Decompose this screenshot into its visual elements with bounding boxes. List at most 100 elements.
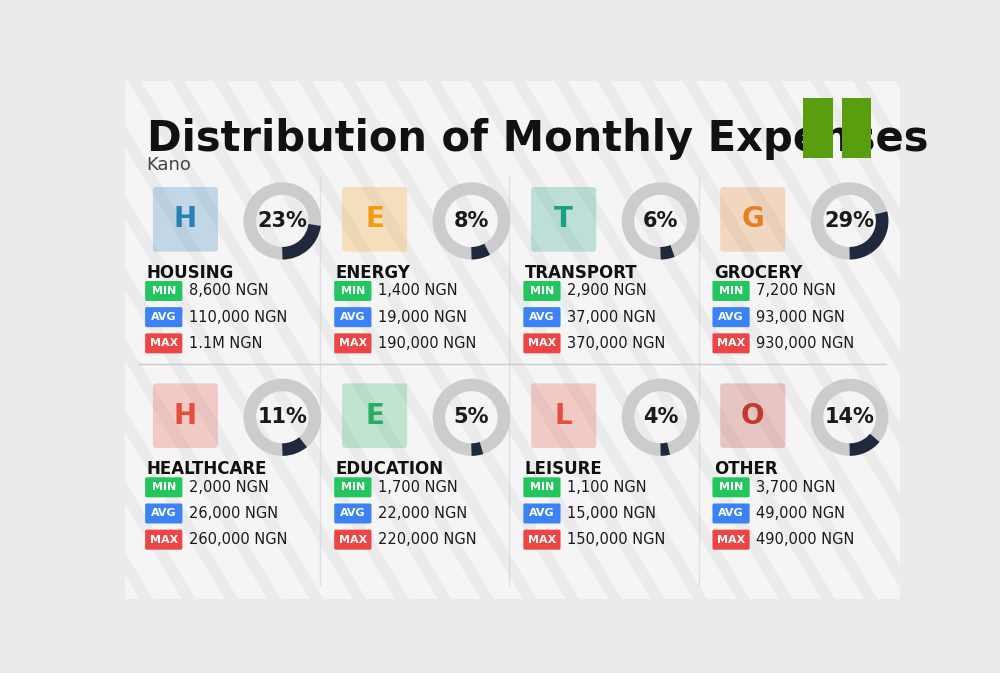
FancyBboxPatch shape [145, 503, 182, 524]
Text: L: L [555, 402, 572, 429]
Text: 4%: 4% [643, 407, 678, 427]
FancyBboxPatch shape [334, 477, 371, 497]
FancyBboxPatch shape [145, 281, 182, 301]
Text: 930,000 NGN: 930,000 NGN [756, 336, 854, 351]
FancyBboxPatch shape [523, 530, 561, 550]
Text: 2,000 NGN: 2,000 NGN [189, 480, 268, 495]
FancyBboxPatch shape [523, 503, 561, 524]
FancyBboxPatch shape [523, 281, 561, 301]
Text: 220,000 NGN: 220,000 NGN [378, 532, 476, 547]
Text: HEALTHCARE: HEALTHCARE [147, 460, 267, 479]
FancyBboxPatch shape [712, 307, 750, 327]
Text: 49,000 NGN: 49,000 NGN [756, 506, 845, 521]
Text: MIN: MIN [341, 483, 365, 493]
Text: 110,000 NGN: 110,000 NGN [189, 310, 287, 324]
Text: MIN: MIN [719, 286, 743, 296]
Text: 1,700 NGN: 1,700 NGN [378, 480, 457, 495]
Text: 6%: 6% [643, 211, 678, 231]
Text: 2,900 NGN: 2,900 NGN [567, 283, 646, 298]
Text: AVG: AVG [718, 509, 744, 518]
Text: AVG: AVG [340, 509, 366, 518]
Text: AVG: AVG [340, 312, 366, 322]
Text: MAX: MAX [717, 534, 745, 544]
Text: MAX: MAX [339, 339, 367, 349]
FancyBboxPatch shape [712, 281, 750, 301]
FancyBboxPatch shape [145, 530, 182, 550]
Text: ENERGY: ENERGY [336, 264, 411, 282]
Text: MIN: MIN [719, 483, 743, 493]
Text: 15,000 NGN: 15,000 NGN [567, 506, 656, 521]
Text: Distribution of Monthly Expenses: Distribution of Monthly Expenses [147, 118, 928, 160]
Text: 5%: 5% [454, 407, 489, 427]
Text: 26,000 NGN: 26,000 NGN [189, 506, 278, 521]
FancyBboxPatch shape [145, 333, 182, 353]
FancyBboxPatch shape [153, 384, 218, 448]
Text: AVG: AVG [151, 509, 177, 518]
FancyBboxPatch shape [720, 187, 785, 252]
FancyBboxPatch shape [842, 98, 871, 157]
Text: 8%: 8% [454, 211, 489, 231]
FancyBboxPatch shape [803, 98, 833, 157]
FancyBboxPatch shape [334, 503, 371, 524]
FancyBboxPatch shape [720, 384, 785, 448]
FancyBboxPatch shape [712, 477, 750, 497]
Text: HOUSING: HOUSING [147, 264, 234, 282]
Text: 11%: 11% [257, 407, 307, 427]
Text: 8,600 NGN: 8,600 NGN [189, 283, 268, 298]
FancyBboxPatch shape [712, 503, 750, 524]
Text: E: E [365, 402, 384, 429]
FancyBboxPatch shape [153, 187, 218, 252]
Text: MIN: MIN [341, 286, 365, 296]
FancyBboxPatch shape [334, 281, 371, 301]
FancyBboxPatch shape [342, 384, 407, 448]
FancyBboxPatch shape [342, 187, 407, 252]
Text: 19,000 NGN: 19,000 NGN [378, 310, 467, 324]
FancyBboxPatch shape [334, 307, 371, 327]
Text: 1.1M NGN: 1.1M NGN [189, 336, 262, 351]
FancyBboxPatch shape [145, 307, 182, 327]
FancyBboxPatch shape [334, 333, 371, 353]
Text: MAX: MAX [150, 339, 178, 349]
Text: T: T [554, 205, 573, 234]
Text: 37,000 NGN: 37,000 NGN [567, 310, 656, 324]
Text: MAX: MAX [528, 534, 556, 544]
Text: MIN: MIN [152, 483, 176, 493]
FancyBboxPatch shape [145, 477, 182, 497]
Text: 150,000 NGN: 150,000 NGN [567, 532, 665, 547]
Text: MAX: MAX [150, 534, 178, 544]
Text: MAX: MAX [717, 339, 745, 349]
Text: MIN: MIN [530, 286, 554, 296]
Text: 7,200 NGN: 7,200 NGN [756, 283, 836, 298]
Text: 22,000 NGN: 22,000 NGN [378, 506, 467, 521]
FancyBboxPatch shape [523, 307, 561, 327]
Text: LEISURE: LEISURE [525, 460, 603, 479]
Text: 190,000 NGN: 190,000 NGN [378, 336, 476, 351]
Text: H: H [174, 402, 197, 429]
Text: 29%: 29% [825, 211, 875, 231]
Text: 93,000 NGN: 93,000 NGN [756, 310, 845, 324]
Text: 370,000 NGN: 370,000 NGN [567, 336, 665, 351]
Text: EDUCATION: EDUCATION [336, 460, 444, 479]
Text: MAX: MAX [339, 534, 367, 544]
Text: MIN: MIN [530, 483, 554, 493]
Text: MAX: MAX [528, 339, 556, 349]
Text: 1,100 NGN: 1,100 NGN [567, 480, 646, 495]
Text: 1,400 NGN: 1,400 NGN [378, 283, 457, 298]
Text: 490,000 NGN: 490,000 NGN [756, 532, 854, 547]
FancyBboxPatch shape [712, 333, 750, 353]
Text: G: G [741, 205, 764, 234]
FancyBboxPatch shape [531, 384, 596, 448]
FancyBboxPatch shape [523, 477, 561, 497]
Text: E: E [365, 205, 384, 234]
Text: 23%: 23% [257, 211, 307, 231]
Text: AVG: AVG [718, 312, 744, 322]
Text: GROCERY: GROCERY [714, 264, 802, 282]
FancyBboxPatch shape [531, 187, 596, 252]
Text: 14%: 14% [825, 407, 875, 427]
Text: 3,700 NGN: 3,700 NGN [756, 480, 835, 495]
Text: O: O [741, 402, 765, 429]
Text: AVG: AVG [151, 312, 177, 322]
FancyBboxPatch shape [523, 333, 561, 353]
Text: H: H [174, 205, 197, 234]
FancyBboxPatch shape [334, 530, 371, 550]
